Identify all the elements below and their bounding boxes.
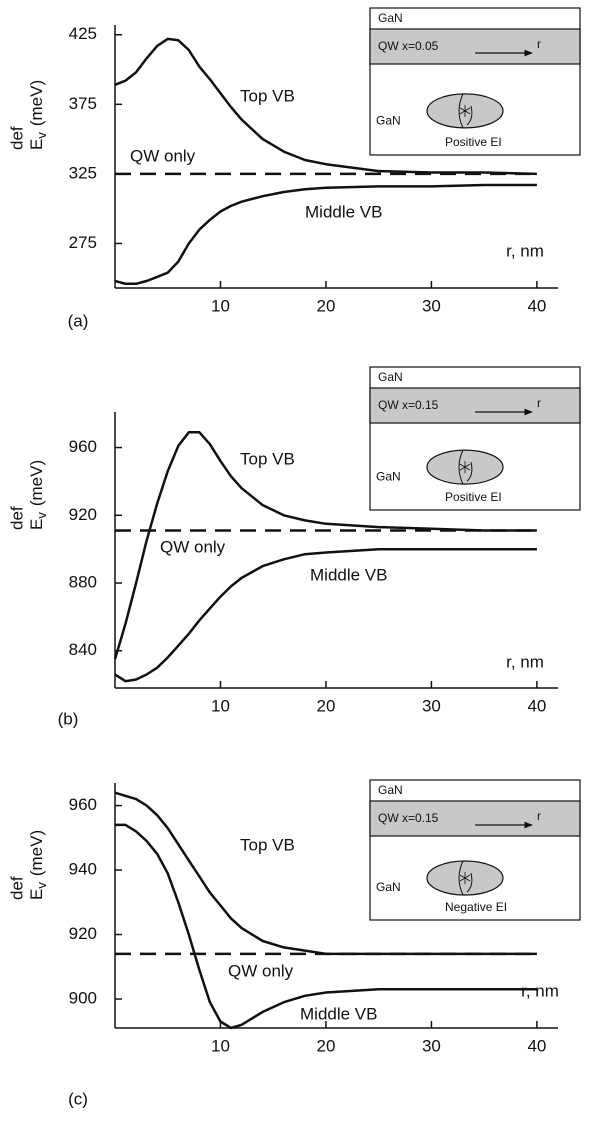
y-label-sup: def [7, 506, 26, 530]
y-tick-label: 425 [69, 24, 97, 43]
inset-qw-label: QW x=0.05 [378, 39, 439, 53]
x-tick-label: 10 [211, 296, 230, 315]
x-tick-label: 40 [527, 1036, 546, 1055]
reference-label: QW only [130, 146, 196, 165]
y-label-sub: v [34, 882, 49, 889]
series-line [113, 431, 537, 660]
inset-exciton-ring [458, 93, 464, 129]
y-tick-label: 840 [69, 640, 97, 659]
series-line [114, 183, 537, 286]
series-label: Middle VB [300, 1004, 377, 1023]
y-tick-label: 275 [69, 233, 97, 252]
y-label-main: E [27, 889, 46, 900]
x-tick-label: 10 [211, 1036, 230, 1055]
inset-exciton-label: Positive EI [445, 490, 502, 504]
y-label-main: E [27, 139, 46, 150]
inset-exciton-star [459, 104, 471, 117]
series-label: Top VB [240, 449, 295, 468]
inset-bottom-layer: GaN [376, 113, 401, 127]
inset-exciton-star [459, 872, 471, 884]
series-label: Top VB [240, 86, 295, 105]
series-line [115, 823, 537, 1030]
y-tick-label: 900 [69, 988, 97, 1007]
x-axis-label: r, nm [506, 652, 544, 671]
inset-exciton-ring [458, 449, 464, 485]
y-label-main: E [27, 519, 46, 530]
x-tick-label: 40 [527, 296, 546, 315]
panel-label: (a) [68, 311, 89, 330]
x-tick-label: 30 [422, 696, 441, 715]
series-label: Top VB [240, 835, 295, 854]
y-label-text: Ev (meV) [27, 80, 49, 150]
panel-label: (c) [68, 1089, 88, 1108]
inset-top-layer: GaN [378, 783, 403, 797]
inset-qw-band [369, 28, 581, 65]
y-label-sup: def [7, 126, 26, 150]
inset-exciton-label: Positive EI [445, 135, 502, 149]
y-tick-label: 940 [69, 860, 97, 879]
inset-arrow-label: r [537, 37, 541, 51]
inset-exciton-label: Negative EI [445, 900, 507, 914]
y-tick-label: 960 [69, 795, 97, 814]
x-tick-label: 10 [211, 696, 230, 715]
series-line [114, 791, 537, 956]
inset-bottom-layer: GaN [376, 469, 401, 483]
y-tick-label: 880 [69, 573, 97, 592]
y-label-sup: def [7, 876, 26, 900]
y-tick-label: 960 [69, 437, 97, 456]
series-line [114, 547, 537, 683]
y-axis-label: Ev (meV)def [7, 460, 49, 530]
y-tick-label: 920 [69, 505, 97, 524]
inset-arrow-label: r [537, 809, 541, 823]
y-axis-label: Ev (meV)def [7, 830, 49, 900]
panel-label: (b) [58, 709, 79, 728]
y-label-unit: (meV) [27, 80, 46, 126]
y-label-sub: v [34, 512, 49, 519]
inset-exciton-ring [466, 461, 473, 482]
y-label-sub: v [34, 132, 49, 139]
inset-qw-label: QW x=0.15 [378, 398, 439, 412]
series-label: Middle VB [305, 202, 382, 221]
inset-exciton-ring [466, 872, 473, 893]
x-tick-label: 20 [316, 696, 335, 715]
x-tick-label: 40 [527, 696, 546, 715]
inset-exciton-ring [466, 105, 473, 126]
y-axis-label: Ev (meV)def [7, 80, 49, 150]
y-label-text: Ev (meV) [27, 830, 49, 900]
y-label-unit: (meV) [27, 830, 46, 876]
reference-label: QW only [160, 537, 226, 556]
x-tick-label: 20 [316, 296, 335, 315]
inset-qw-band [369, 387, 581, 424]
reference-label: QW only [228, 961, 294, 980]
x-tick-label: 20 [316, 1036, 335, 1055]
y-tick-label: 375 [69, 94, 97, 113]
inset-bottom-layer: GaN [376, 880, 401, 894]
series-line [114, 37, 537, 176]
y-tick-label: 325 [69, 163, 97, 182]
inset-exciton-ring [458, 860, 464, 896]
x-axis-label: r, nm [521, 981, 559, 1000]
y-label-text: Ev (meV) [27, 460, 49, 530]
x-tick-label: 30 [422, 296, 441, 315]
inset-qw-band [369, 800, 581, 837]
inset-top-layer: GaN [378, 370, 403, 384]
x-tick-label: 30 [422, 1036, 441, 1055]
inset-qw-label: QW x=0.15 [378, 811, 439, 825]
x-axis-label: r, nm [506, 241, 544, 260]
inset-arrow-label: r [537, 396, 541, 410]
inset-exciton-star [459, 461, 471, 474]
y-label-unit: (meV) [27, 460, 46, 506]
inset-top-layer: GaN [378, 11, 403, 25]
series-label: Middle VB [310, 565, 387, 584]
y-tick-label: 920 [69, 924, 97, 943]
